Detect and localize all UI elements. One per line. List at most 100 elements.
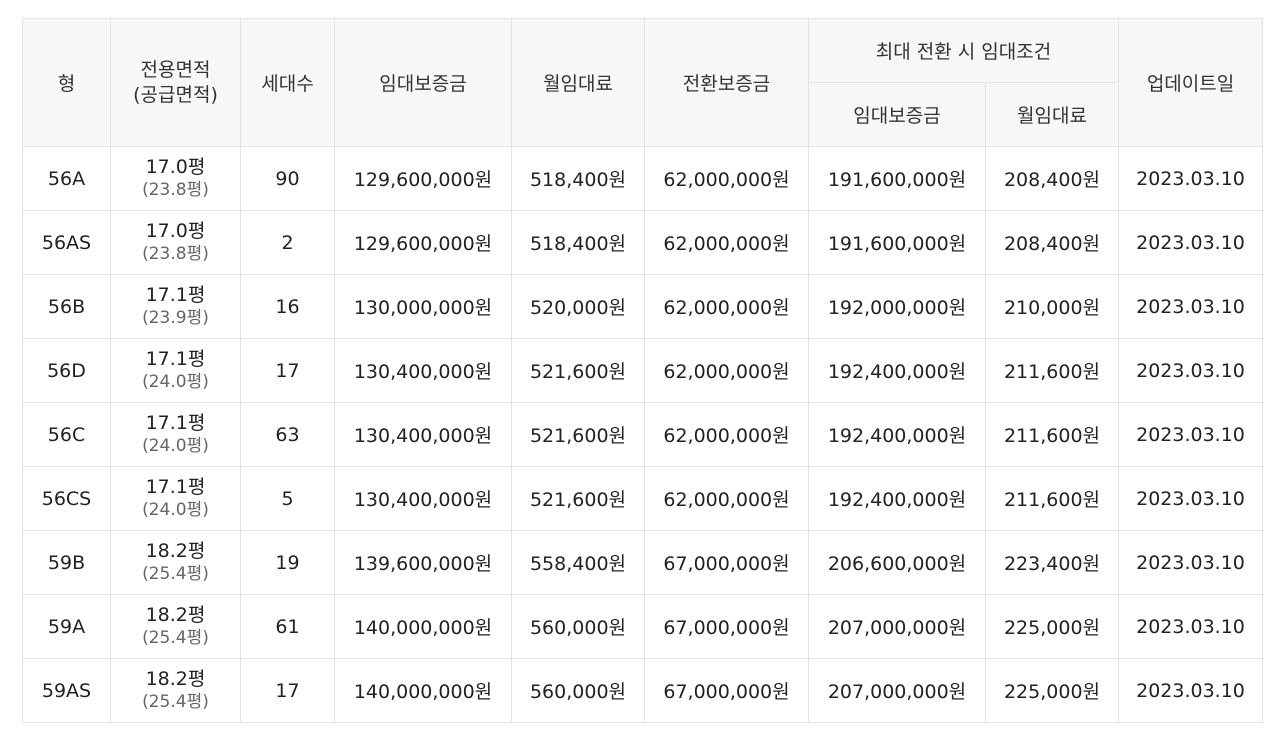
cell-area: 17.1평 (23.9평) xyxy=(110,274,241,339)
cell-households: 63 xyxy=(240,402,335,467)
header-monthly-rent: 월임대료 xyxy=(511,18,645,147)
cell-area: 17.0평 (23.8평) xyxy=(110,210,241,275)
cell-deposit: 130,400,000원 xyxy=(334,466,512,531)
cell-area-supply: (23.8평) xyxy=(142,180,209,200)
cell-type: 56CS xyxy=(22,466,111,531)
cell-max-monthly-rent: 223,400원 xyxy=(984,530,1120,595)
header-deposit: 임대보증금 xyxy=(334,18,512,147)
header-type: 형 xyxy=(22,18,111,147)
cell-updated: 2023.03.10 xyxy=(1118,146,1264,211)
cell-area: 17.1평 (24.0평) xyxy=(110,402,241,467)
header-max-conversion-group: 최대 전환 시 임대조건 xyxy=(807,18,1120,83)
cell-area-supply: (24.0평) xyxy=(142,372,209,392)
cell-monthly-rent: 521,600원 xyxy=(511,338,645,403)
cell-updated: 2023.03.10 xyxy=(1118,274,1264,339)
cell-max-deposit: 206,600,000원 xyxy=(808,530,986,595)
cell-households: 2 xyxy=(240,210,335,275)
cell-households: 17 xyxy=(240,338,335,403)
cell-area: 18.2평 (25.4평) xyxy=(110,594,241,659)
cell-deposit: 129,600,000원 xyxy=(334,210,512,275)
table-row: 56CS 17.1평 (24.0평) 5 130,400,000원 521,600원 62,… xyxy=(22,466,1264,531)
cell-type: 56B xyxy=(22,274,111,339)
cell-area-exclusive: 17.1평 xyxy=(145,348,206,370)
cell-type: 56D xyxy=(22,338,111,403)
cell-updated: 2023.03.10 xyxy=(1118,338,1264,403)
cell-monthly-rent: 560,000원 xyxy=(511,594,645,659)
cell-deposit: 140,000,000원 xyxy=(334,594,512,659)
cell-area: 17.1평 (24.0평) xyxy=(110,466,241,531)
cell-max-deposit: 192,400,000원 xyxy=(808,338,986,403)
cell-max-monthly-rent: 208,400원 xyxy=(984,210,1120,275)
header-max-deposit: 임대보증금 xyxy=(808,82,986,147)
header-households: 세대수 xyxy=(240,18,335,147)
cell-area-supply: (25.4평) xyxy=(142,692,209,712)
cell-monthly-rent: 560,000원 xyxy=(511,658,645,723)
cell-deposit: 130,400,000원 xyxy=(334,338,512,403)
cell-households: 17 xyxy=(240,658,335,723)
cell-monthly-rent: 558,400원 xyxy=(511,530,645,595)
cell-max-monthly-rent: 225,000원 xyxy=(984,658,1120,723)
cell-updated: 2023.03.10 xyxy=(1118,594,1264,659)
cell-updated: 2023.03.10 xyxy=(1118,210,1264,275)
cell-conversion-deposit: 62,000,000원 xyxy=(644,402,809,467)
table-header: 형 전용면적 (공급면적) 세대수 임대보증금 월임대료 전환보증금 최대 전환… xyxy=(22,18,1264,147)
cell-households: 90 xyxy=(240,146,335,211)
cell-area-exclusive: 18.2평 xyxy=(145,604,206,626)
cell-max-monthly-rent: 208,400원 xyxy=(984,146,1120,211)
cell-max-deposit: 191,600,000원 xyxy=(808,210,986,275)
cell-area-supply: (23.9평) xyxy=(142,308,209,328)
cell-updated: 2023.03.10 xyxy=(1118,658,1264,723)
rental-table-container: 형 전용면적 (공급면적) 세대수 임대보증금 월임대료 전환보증금 최대 전환… xyxy=(22,18,1264,723)
cell-area-exclusive: 17.1평 xyxy=(145,284,206,306)
cell-max-monthly-rent: 225,000원 xyxy=(984,594,1120,659)
cell-conversion-deposit: 67,000,000원 xyxy=(644,658,809,723)
header-area-supply: (공급면적) xyxy=(133,83,218,106)
cell-area-supply: (25.4평) xyxy=(142,564,209,584)
cell-conversion-deposit: 62,000,000원 xyxy=(644,274,809,339)
cell-households: 19 xyxy=(240,530,335,595)
cell-updated: 2023.03.10 xyxy=(1118,530,1264,595)
cell-updated: 2023.03.10 xyxy=(1118,466,1264,531)
table-row: 56A 17.0평 (23.8평) 90 129,600,000원 518,400원 62,… xyxy=(22,146,1264,211)
table-row: 56C 17.1평 (24.0평) 63 130,400,000원 521,600원 62,… xyxy=(22,402,1264,467)
cell-max-deposit: 192,400,000원 xyxy=(808,466,986,531)
cell-area-exclusive: 17.0평 xyxy=(145,220,206,242)
header-updated: 업데이트일 xyxy=(1118,18,1264,147)
cell-area-exclusive: 18.2평 xyxy=(145,668,206,690)
cell-type: 59A xyxy=(22,594,111,659)
cell-monthly-rent: 520,000원 xyxy=(511,274,645,339)
cell-max-monthly-rent: 210,000원 xyxy=(984,274,1120,339)
cell-area: 17.0평 (23.8평) xyxy=(110,146,241,211)
cell-max-deposit: 191,600,000원 xyxy=(808,146,986,211)
cell-conversion-deposit: 62,000,000원 xyxy=(644,338,809,403)
table-body: 56A 17.0평 (23.8평) 90 129,600,000원 518,400원 62,… xyxy=(22,146,1264,723)
cell-area-supply: (24.0평) xyxy=(142,500,209,520)
cell-max-deposit: 192,400,000원 xyxy=(808,402,986,467)
cell-max-deposit: 192,000,000원 xyxy=(808,274,986,339)
cell-conversion-deposit: 62,000,000원 xyxy=(644,466,809,531)
cell-area-supply: (25.4평) xyxy=(142,628,209,648)
header-conversion-deposit: 전환보증금 xyxy=(644,18,809,147)
cell-area: 18.2평 (25.4평) xyxy=(110,658,241,723)
cell-area-exclusive: 17.1평 xyxy=(145,412,206,434)
cell-deposit: 140,000,000원 xyxy=(334,658,512,723)
cell-monthly-rent: 518,400원 xyxy=(511,146,645,211)
cell-max-deposit: 207,000,000원 xyxy=(808,658,986,723)
cell-households: 16 xyxy=(240,274,335,339)
table-row: 56AS 17.0평 (23.8평) 2 129,600,000원 518,400원 62,… xyxy=(22,210,1264,275)
table-row: 56B 17.1평 (23.9평) 16 130,000,000원 520,000원 62,… xyxy=(22,274,1264,339)
cell-type: 59AS xyxy=(22,658,111,723)
cell-max-monthly-rent: 211,600원 xyxy=(984,338,1120,403)
table-row: 59B 18.2평 (25.4평) 19 139,600,000원 558,400원 67,… xyxy=(22,530,1264,595)
cell-updated: 2023.03.10 xyxy=(1118,402,1264,467)
cell-conversion-deposit: 62,000,000원 xyxy=(644,146,809,211)
cell-max-monthly-rent: 211,600원 xyxy=(984,402,1120,467)
cell-conversion-deposit: 67,000,000원 xyxy=(644,530,809,595)
cell-type: 56C xyxy=(22,402,111,467)
cell-households: 5 xyxy=(240,466,335,531)
cell-area-exclusive: 18.2평 xyxy=(145,540,206,562)
cell-area: 17.1평 (24.0평) xyxy=(110,338,241,403)
cell-monthly-rent: 521,600원 xyxy=(511,402,645,467)
table-row: 59A 18.2평 (25.4평) 61 140,000,000원 560,000원 67,… xyxy=(22,594,1264,659)
cell-conversion-deposit: 62,000,000원 xyxy=(644,210,809,275)
